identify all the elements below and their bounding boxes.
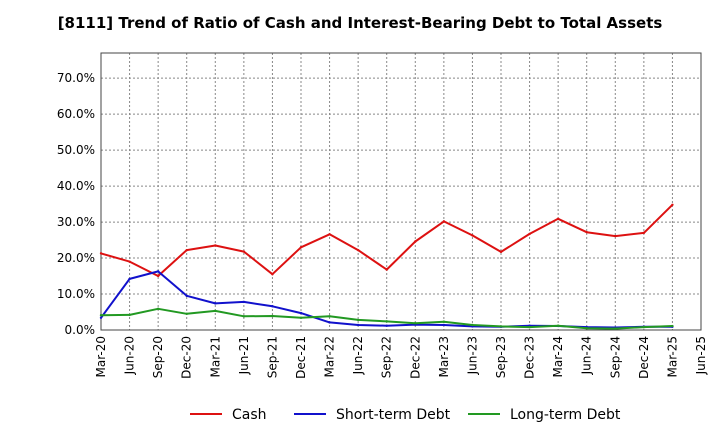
x-tick-label: Jun-25 [694,336,708,375]
x-tick-label: Dec-20 [180,336,194,379]
x-tick-label: Dec-24 [637,336,651,379]
x-tick-label: Mar-20 [94,336,108,377]
legend-label-long-term-debt: Long-term Debt [510,407,621,423]
data-point-long-term-debt [556,324,560,327]
data-point-short-term-debt [271,305,274,308]
data-point-short-term-debt [356,323,360,327]
data-point-cash [356,248,360,252]
data-point-long-term-debt [242,315,246,318]
y-tick-label: 40.0% [57,179,95,193]
x-tick-label: Mar-24 [551,336,565,377]
data-point-long-term-debt [271,314,274,318]
data-point-cash [585,230,588,234]
x-tick-label: Mar-23 [437,336,451,377]
y-tick-label: 30.0% [57,215,95,229]
x-tick-label: Sep-23 [494,336,508,378]
data-point-cash [385,268,388,271]
data-point-long-term-debt [356,318,360,322]
data-point-cash [671,203,674,207]
x-tick-label: Sep-20 [151,336,165,378]
x-tick-label: Jun-21 [237,336,251,375]
data-point-short-term-debt [128,277,131,281]
data-point-long-term-debt [442,320,446,323]
data-point-short-term-debt [242,300,246,304]
y-tick-label: 60.0% [57,107,95,121]
data-point-cash [214,244,217,247]
plot-area [101,53,701,330]
data-point-short-term-debt [328,321,331,324]
legend-label-cash: Cash [232,407,267,423]
x-tick-label: Sep-21 [265,336,279,378]
data-point-long-term-debt [185,312,188,316]
data-point-long-term-debt [671,324,674,328]
data-point-cash [442,220,446,223]
x-tick-label: Jun-24 [580,336,594,375]
data-point-long-term-debt [385,320,388,323]
x-tick-label: Dec-22 [408,336,422,379]
data-point-cash [528,232,531,236]
data-point-cash [185,248,188,252]
data-point-long-term-debt [614,327,617,330]
data-point-short-term-debt [185,294,188,298]
data-point-cash [156,274,160,278]
chart-title: [8111] Trend of Ratio of Cash and Intere… [57,14,663,32]
data-point-short-term-debt [156,270,160,273]
y-tick-label: 10.0% [57,287,95,301]
data-point-long-term-debt [99,314,103,317]
data-point-long-term-debt [328,315,331,318]
legend-label-short-term-debt: Short-term Debt [336,407,451,423]
data-point-cash [556,217,560,221]
data-point-long-term-debt [214,309,217,313]
x-tick-label: Jun-20 [123,336,137,375]
data-point-cash [99,252,103,255]
x-tick-label: Dec-21 [294,336,308,379]
data-point-long-term-debt [585,327,588,330]
data-point-short-term-debt [99,316,103,319]
y-tick-label: 20.0% [57,251,95,265]
data-point-long-term-debt [642,325,646,329]
x-tick-label: Jun-22 [351,336,365,375]
data-point-short-term-debt [214,302,217,305]
data-point-long-term-debt [156,307,160,310]
data-point-long-term-debt [528,325,531,329]
y-tick-label: 50.0% [57,143,95,157]
data-point-cash [242,250,246,253]
data-point-cash [614,234,617,238]
plot-border [100,52,702,331]
data-point-cash [471,234,474,237]
data-point-long-term-debt [128,313,131,317]
data-point-short-term-debt [442,323,446,327]
x-tick-label: Mar-25 [665,336,679,377]
x-tick-label: Jun-23 [465,336,479,375]
data-point-short-term-debt [385,324,388,327]
data-point-cash [271,273,274,276]
data-point-cash [328,233,331,236]
x-tick-label: Mar-21 [208,336,222,377]
data-point-short-term-debt [299,311,303,315]
data-point-cash [414,240,417,243]
data-point-long-term-debt [471,323,474,327]
data-point-long-term-debt [414,321,417,325]
data-point-cash [128,260,131,263]
x-tick-label: Sep-24 [608,336,622,378]
y-tick-label: 0.0% [65,323,96,337]
data-point-cash [642,231,646,235]
y-tick-label: 70.0% [57,71,95,85]
x-tick-label: Mar-22 [323,336,337,377]
data-point-long-term-debt [299,316,303,319]
x-tick-label: Dec-23 [523,336,537,379]
data-point-cash [499,250,503,254]
data-point-long-term-debt [499,325,503,328]
x-tick-label: Sep-22 [380,336,394,378]
data-point-cash [299,246,303,249]
